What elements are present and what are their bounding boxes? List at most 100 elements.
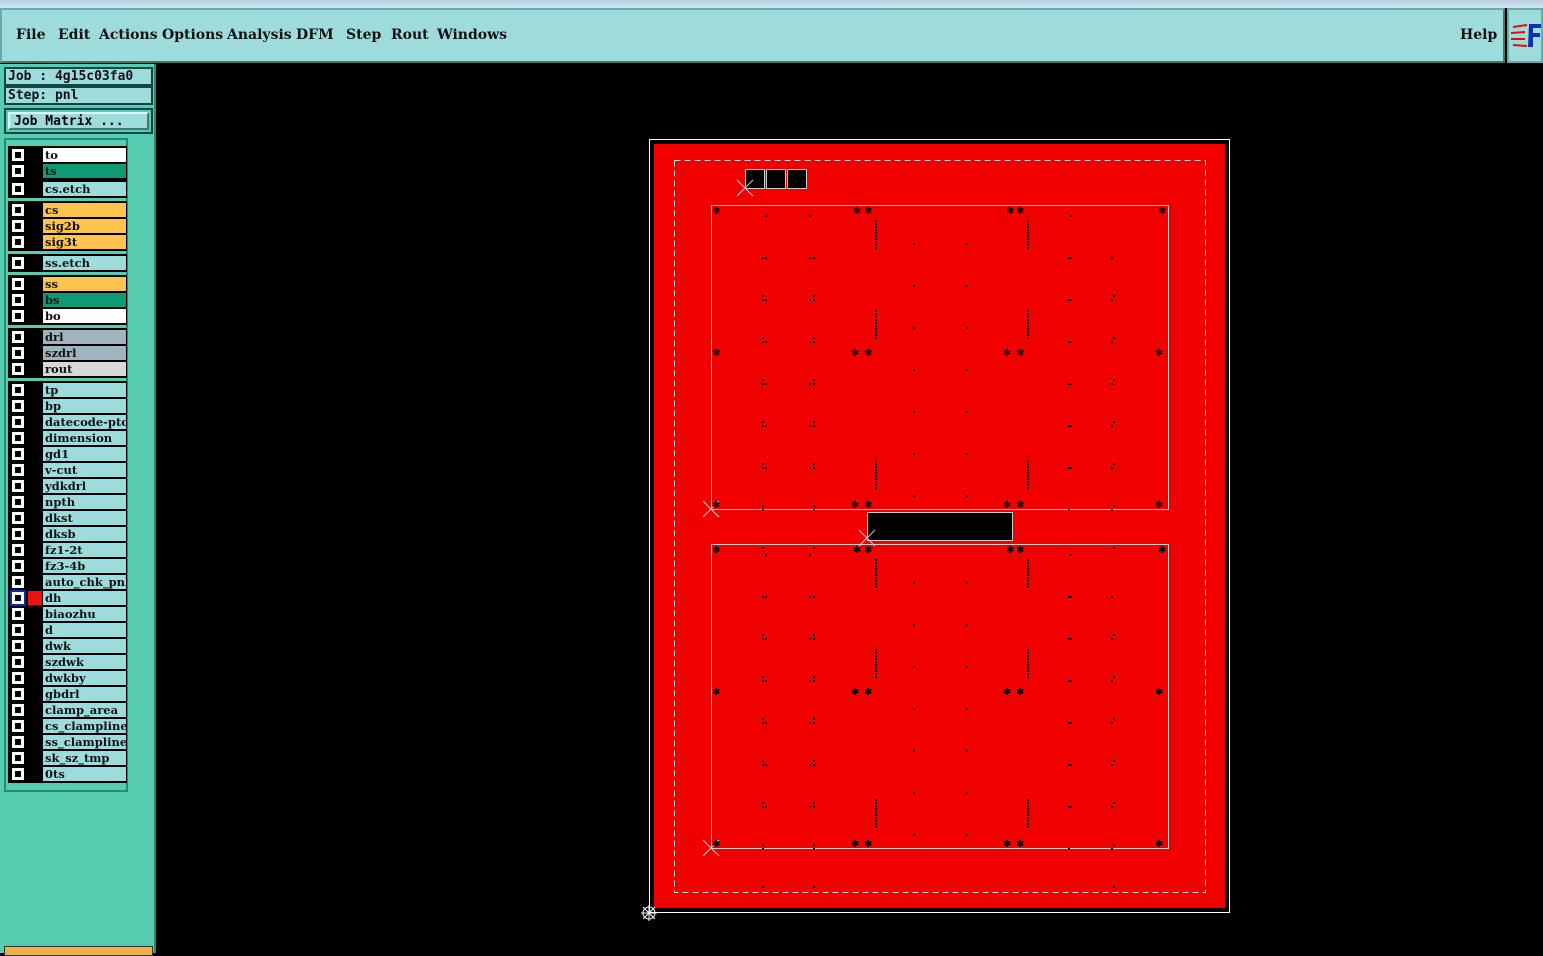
layer-row-ts[interactable]: ts (9, 163, 128, 179)
layer-name[interactable]: cs (43, 203, 126, 217)
layer-name[interactable]: gd1 (43, 447, 126, 461)
layer-name[interactable]: ss (43, 277, 126, 291)
layer-checkbox[interactable] (10, 590, 26, 606)
layer-name[interactable]: rout (43, 362, 126, 376)
layer-checkbox[interactable] (12, 464, 24, 476)
layer-name[interactable]: cs_clampline (43, 719, 126, 733)
layer-checkbox[interactable] (12, 416, 24, 428)
layer-checkbox[interactable] (12, 640, 24, 652)
layer-checkbox[interactable] (12, 544, 24, 556)
layer-checkbox[interactable] (12, 688, 24, 700)
layer-checkbox[interactable] (12, 528, 24, 540)
layer-row-dkst[interactable]: dkst (9, 510, 128, 526)
layer-row-tp[interactable]: tp (9, 382, 128, 398)
menu-dfm[interactable]: DFM (296, 27, 334, 43)
layer-row-biaozhu[interactable]: biaozhu (9, 606, 128, 622)
layer-checkbox[interactable] (12, 384, 24, 396)
layer-row-bp[interactable]: bp (9, 398, 128, 414)
layer-name[interactable]: bo (43, 309, 126, 323)
layer-checkbox[interactable] (12, 220, 24, 232)
layer-row-0ts[interactable]: 0ts (9, 766, 128, 782)
layer-name[interactable]: cs.etch (43, 182, 126, 196)
layer-checkbox[interactable] (12, 720, 24, 732)
layer-name[interactable]: bs (43, 293, 126, 307)
layer-name[interactable]: dwkby (43, 671, 126, 685)
layer-name[interactable]: dksb (43, 527, 126, 541)
layer-checkbox[interactable] (12, 149, 24, 161)
layer-row-cs_clampline[interactable]: cs_clampline (9, 718, 128, 734)
layer-checkbox[interactable] (12, 294, 24, 306)
layer-checkbox[interactable] (12, 480, 24, 492)
layer-checkbox[interactable] (12, 624, 24, 636)
layer-checkbox[interactable] (12, 672, 24, 684)
layer-name[interactable]: ts (43, 164, 126, 178)
layer-row-fz3-4b[interactable]: fz3-4b (9, 558, 128, 574)
layer-name[interactable]: 0ts (43, 767, 126, 781)
layer-name[interactable]: biaozhu (43, 607, 126, 621)
layer-row-rout[interactable]: rout (9, 361, 128, 377)
layer-checkbox[interactable] (12, 236, 24, 248)
layer-checkbox[interactable] (12, 704, 24, 716)
layer-name[interactable]: szdwk (43, 655, 126, 669)
layer-name[interactable]: sk_sz_tmp (43, 751, 126, 765)
layer-row-dwk[interactable]: dwk (9, 638, 128, 654)
layer-name[interactable]: szdrl (43, 346, 126, 360)
layer-name[interactable]: dkst (43, 511, 126, 525)
layer-checkbox[interactable] (12, 347, 24, 359)
layer-row-cs[interactable]: cs (9, 202, 128, 218)
layer-checkbox[interactable] (12, 768, 24, 780)
layer-row-datecode-ptc[interactable]: datecode-ptc (9, 414, 128, 430)
layer-checkbox[interactable] (12, 752, 24, 764)
layer-name[interactable]: clamp_area (43, 703, 126, 717)
layer-name[interactable]: ydkdrl (43, 479, 126, 493)
layer-name[interactable]: auto_chk_pnl (43, 575, 126, 589)
layer-row-szdrl[interactable]: szdrl (9, 345, 128, 361)
menu-options[interactable]: Options (162, 27, 224, 43)
layer-name[interactable]: sig3t (43, 235, 126, 249)
layer-row-dimension[interactable]: dimension (9, 430, 128, 446)
layer-name[interactable]: bp (43, 399, 126, 413)
layer-row-ss.etch[interactable]: ss.etch (9, 255, 128, 271)
layer-checkbox[interactable] (12, 183, 24, 195)
layer-checkbox[interactable] (12, 165, 24, 177)
layer-row-auto_chk_pnl[interactable]: auto_chk_pnl (9, 574, 128, 590)
layer-row-dh[interactable]: dh (9, 590, 128, 606)
menu-help[interactable]: Help (1460, 27, 1498, 43)
layer-name[interactable]: dh (43, 591, 126, 605)
layer-row-dksb[interactable]: dksb (9, 526, 128, 542)
layer-row-clamp_area[interactable]: clamp_area (9, 702, 128, 718)
layer-name[interactable]: to (43, 148, 126, 162)
graphic-canvas[interactable]: ✱ ✱ ✱ ✱ ✱ ✱ ✱ ✱ ✱ ✱ ✱ ✱ ✱ ✱ ✱ ✱ ✱ ✱ ✱ ✱ ✱ ✱ ✱ ✱ ✱ ✱ ✱ ✱ ✱ ✱ ✱ ✱ ✱ ✱ ✱ ✱ (157, 64, 1543, 953)
layer-row-d[interactable]: d (9, 622, 128, 638)
layer-row-sig3t[interactable]: sig3t (9, 234, 128, 250)
layer-name[interactable]: fz1-2t (43, 543, 126, 557)
layer-row-ydkdrl[interactable]: ydkdrl (9, 478, 128, 494)
layer-checkbox[interactable] (12, 736, 24, 748)
layer-row-gd1[interactable]: gd1 (9, 446, 128, 462)
menu-step[interactable]: Step (346, 27, 382, 43)
layer-checkbox[interactable] (12, 363, 24, 375)
layer-checkbox[interactable] (12, 257, 24, 269)
layer-name[interactable]: datecode-ptc (43, 415, 126, 429)
layer-name[interactable]: v-cut (43, 463, 126, 477)
layer-checkbox[interactable] (12, 576, 24, 588)
menu-edit[interactable]: Edit (58, 27, 91, 43)
layer-row-cs.etch[interactable]: cs.etch (9, 181, 128, 197)
layer-row-npth[interactable]: npth (9, 494, 128, 510)
menu-actions[interactable]: Actions (99, 27, 158, 43)
layer-name[interactable]: d (43, 623, 126, 637)
layer-name[interactable]: npth (43, 495, 126, 509)
layer-checkbox[interactable] (12, 331, 24, 343)
layer-checkbox[interactable] (12, 278, 24, 290)
layer-checkbox[interactable] (12, 310, 24, 322)
menu-file[interactable]: File (16, 27, 46, 43)
layer-checkbox[interactable] (12, 432, 24, 444)
layer-checkbox[interactable] (12, 560, 24, 572)
layer-row-szdwk[interactable]: szdwk (9, 654, 128, 670)
layer-row-bo[interactable]: bo (9, 308, 128, 324)
job-matrix-button[interactable]: Job Matrix ... (4, 108, 153, 134)
layer-row-ss[interactable]: ss (9, 276, 128, 292)
layer-row-dwkby[interactable]: dwkby (9, 670, 128, 686)
menu-windows[interactable]: Windows (437, 27, 508, 43)
layer-row-to[interactable]: to (9, 147, 128, 163)
